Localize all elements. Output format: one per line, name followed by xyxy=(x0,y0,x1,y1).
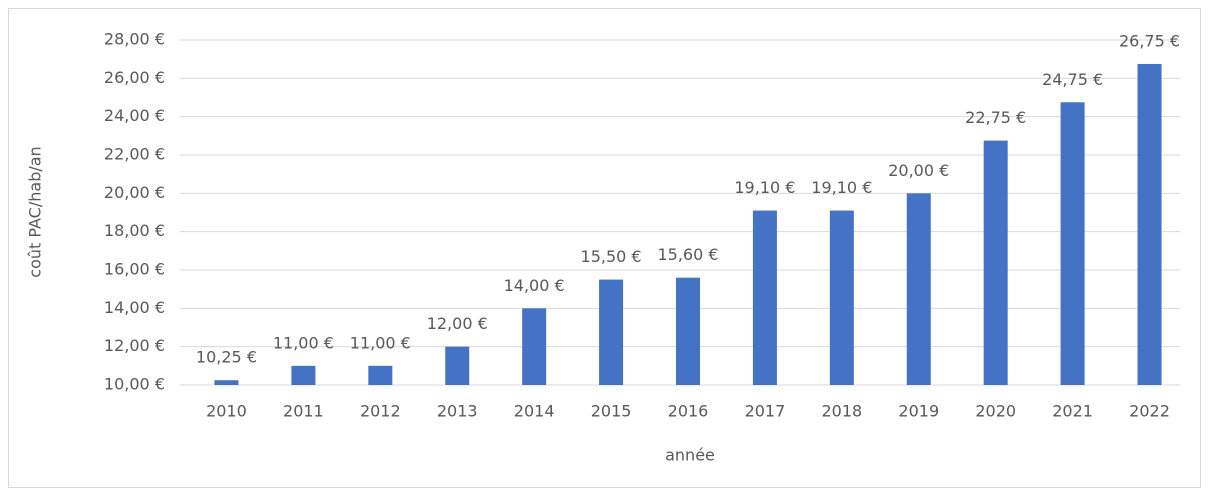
bar xyxy=(291,365,316,385)
y-tick-label: 18,00 € xyxy=(104,221,165,240)
x-tick-label: 2017 xyxy=(745,402,786,421)
bar xyxy=(752,210,777,385)
bar xyxy=(214,380,239,385)
y-tick-label: 14,00 € xyxy=(104,298,165,317)
y-tick-label: 10,00 € xyxy=(104,375,165,394)
data-label: 19,10 € xyxy=(811,178,872,197)
bar xyxy=(983,140,1008,385)
x-tick-label: 2022 xyxy=(1129,402,1170,421)
data-label: 11,00 € xyxy=(273,333,334,352)
x-tick-label: 2018 xyxy=(821,402,862,421)
x-tick-label: 2019 xyxy=(898,402,939,421)
bar xyxy=(368,365,393,385)
bar xyxy=(1060,102,1085,386)
data-label: 22,75 € xyxy=(965,108,1026,127)
data-label: 15,50 € xyxy=(581,247,642,266)
x-tick-label: 2012 xyxy=(360,402,401,421)
x-tick-label: 2015 xyxy=(591,402,632,421)
data-label: 10,25 € xyxy=(196,348,257,367)
x-tick-label: 2013 xyxy=(437,402,478,421)
y-axis-title: coût PAC/hab/an xyxy=(26,146,45,277)
bar xyxy=(829,210,854,385)
y-tick-label: 12,00 € xyxy=(104,336,165,355)
x-tick-label: 2016 xyxy=(668,402,709,421)
data-label: 12,00 € xyxy=(427,314,488,333)
bar xyxy=(445,346,470,385)
bar xyxy=(522,308,547,385)
y-tick-label: 24,00 € xyxy=(104,106,165,125)
data-label: 15,60 € xyxy=(657,245,718,264)
bar xyxy=(1137,63,1162,385)
x-axis-title: année xyxy=(665,446,715,465)
x-tick-label: 2010 xyxy=(206,402,247,421)
x-tick-label: 2020 xyxy=(975,402,1016,421)
data-label: 11,00 € xyxy=(350,333,411,352)
bar xyxy=(676,277,700,385)
y-tick-label: 26,00 € xyxy=(104,68,165,87)
data-label: 24,75 € xyxy=(1042,70,1103,89)
data-label: 20,00 € xyxy=(888,161,949,180)
y-tick-label: 16,00 € xyxy=(104,260,165,279)
bar xyxy=(599,279,624,385)
data-label: 26,75 € xyxy=(1119,31,1180,50)
data-label: 19,10 € xyxy=(734,178,795,197)
y-tick-label: 20,00 € xyxy=(104,183,165,202)
x-tick-label: 2014 xyxy=(514,402,555,421)
x-tick-label: 2011 xyxy=(283,402,324,421)
y-tick-label: 28,00 € xyxy=(104,30,165,49)
y-tick-label: 22,00 € xyxy=(104,145,165,164)
x-tick-label: 2021 xyxy=(1052,402,1093,421)
data-label: 14,00 € xyxy=(504,276,565,295)
bar xyxy=(906,193,931,385)
